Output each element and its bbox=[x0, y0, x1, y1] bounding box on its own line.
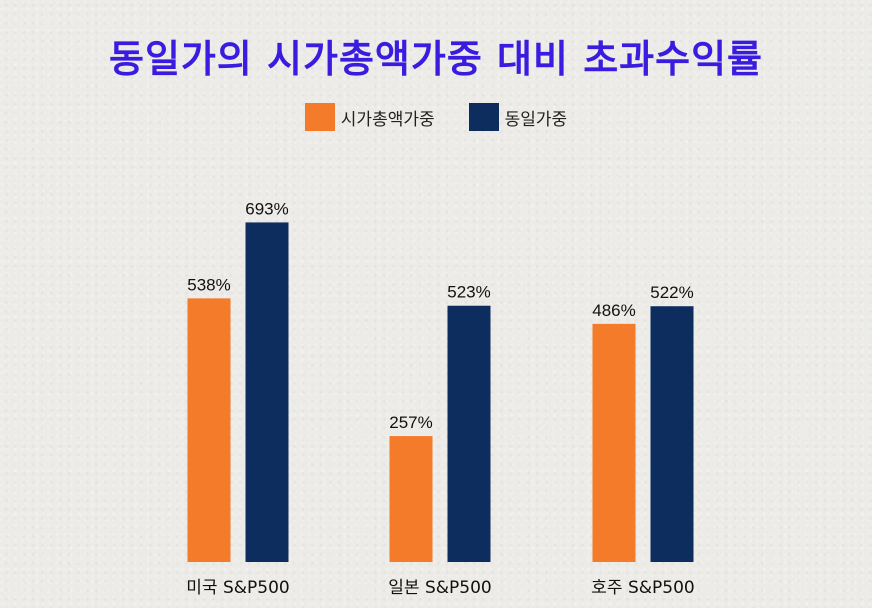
bar-market-cap-0 bbox=[187, 298, 231, 562]
data-label: 538% bbox=[187, 275, 230, 294]
data-label: 522% bbox=[650, 283, 693, 302]
data-label: 523% bbox=[447, 283, 490, 302]
category-label: 미국 S&P500 bbox=[186, 578, 289, 598]
bar-market-cap-1 bbox=[389, 436, 433, 562]
data-label: 486% bbox=[592, 301, 635, 320]
legend-swatch-market-cap bbox=[304, 103, 335, 131]
category-label: 일본 S&P500 bbox=[388, 578, 491, 598]
legend-label-equal-weight: 동일가중 bbox=[504, 109, 568, 130]
bar-equal-weight-2 bbox=[650, 306, 694, 562]
bar-equal-weight-1 bbox=[447, 305, 491, 562]
legend-item-equal-weight: 동일가중 bbox=[468, 103, 568, 131]
legend-item-market-cap: 시가총액가중 bbox=[304, 103, 435, 131]
chart-legend: 시가총액가중 동일가중 bbox=[0, 103, 872, 131]
data-label: 257% bbox=[389, 413, 432, 432]
category-label: 호주 S&P500 bbox=[591, 578, 694, 598]
legend-label-market-cap: 시가총액가중 bbox=[340, 109, 435, 130]
bar-equal-weight-0 bbox=[245, 222, 289, 562]
legend-swatch-equal-weight bbox=[468, 103, 499, 131]
chart-title: 동일가의 시가총액가중 대비 초과수익률 bbox=[108, 37, 763, 81]
data-label: 693% bbox=[245, 199, 288, 218]
bar-market-cap-2 bbox=[592, 323, 636, 562]
